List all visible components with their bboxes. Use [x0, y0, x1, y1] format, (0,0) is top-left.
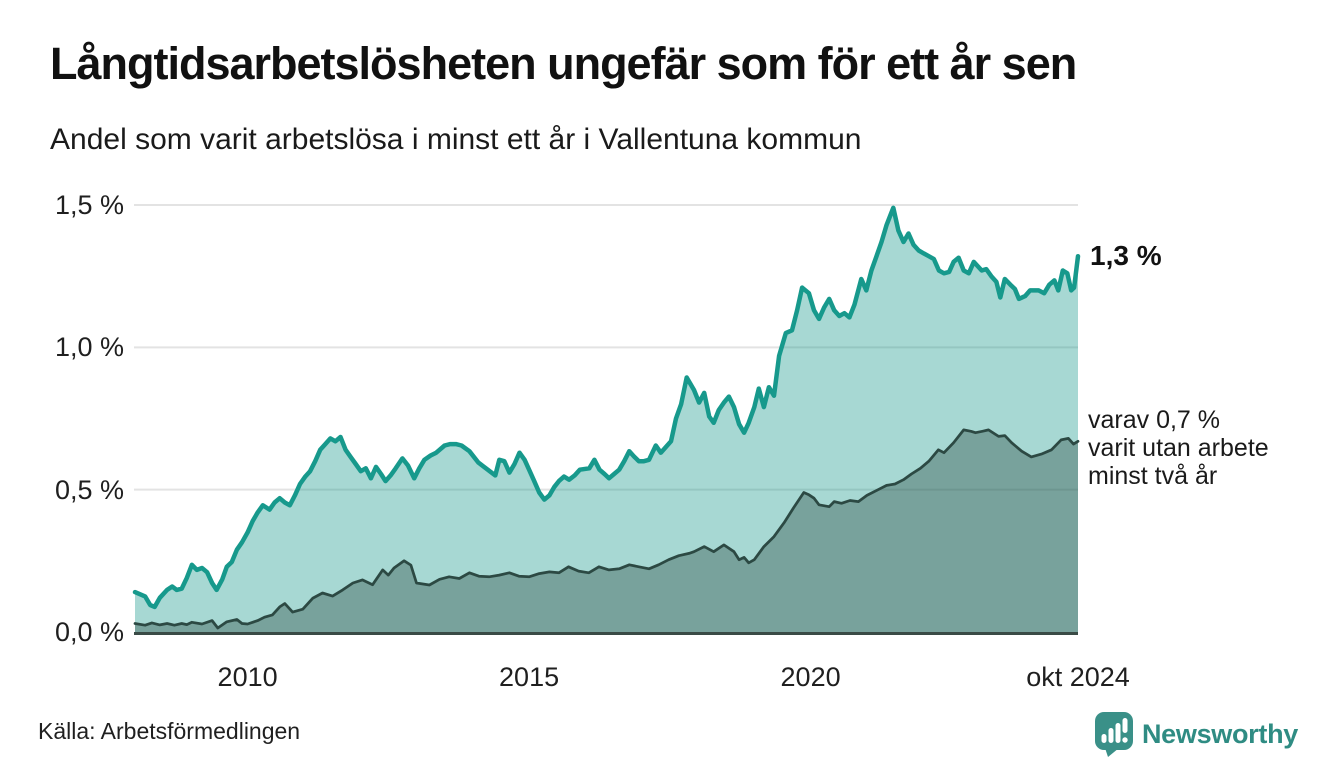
y-axis-label: 0,0 % — [54, 617, 124, 647]
page-subtitle: Andel som varit arbetslösa i minst ett å… — [50, 123, 862, 156]
annotation-line: varav 0,7 % — [1088, 406, 1221, 434]
series-line-0 — [132, 205, 1081, 610]
newsworthy-logo-text: Newsworthy — [1141, 719, 1298, 749]
x-axis-label: 2020 — [780, 662, 841, 692]
annotation-line: varit utan arbete — [1088, 434, 1269, 462]
annotation-latest-value-1yr: 1,3 % — [1090, 240, 1162, 271]
y-axis-label: 1,0 % — [54, 332, 124, 363]
source-note: Källa: Arbetsförmedlingen — [38, 718, 301, 744]
y-axis-label: 1,5 % — [54, 190, 124, 220]
series-area-0 — [135, 207, 1078, 633]
y-axis-label: 0,5 % — [54, 474, 124, 505]
newsworthy-logo-icon — [1094, 712, 1133, 757]
series-area-1 — [135, 429, 1078, 632]
annotation-line: minst två år — [1088, 462, 1218, 490]
series-line-1 — [133, 428, 1080, 630]
x-axis-label: 2010 — [217, 662, 278, 692]
newsworthy-logo: Newsworthy — [1094, 710, 1298, 758]
annotation-latest-value-2yr: varav 0,7 % varit utan arbete minst två … — [1088, 406, 1269, 490]
x-axis-label: okt 2024 — [1026, 662, 1130, 692]
x-axis-label: 2015 — [499, 662, 560, 692]
page-title: Långtidsarbetslösheten ungefär som för e… — [50, 38, 1077, 89]
